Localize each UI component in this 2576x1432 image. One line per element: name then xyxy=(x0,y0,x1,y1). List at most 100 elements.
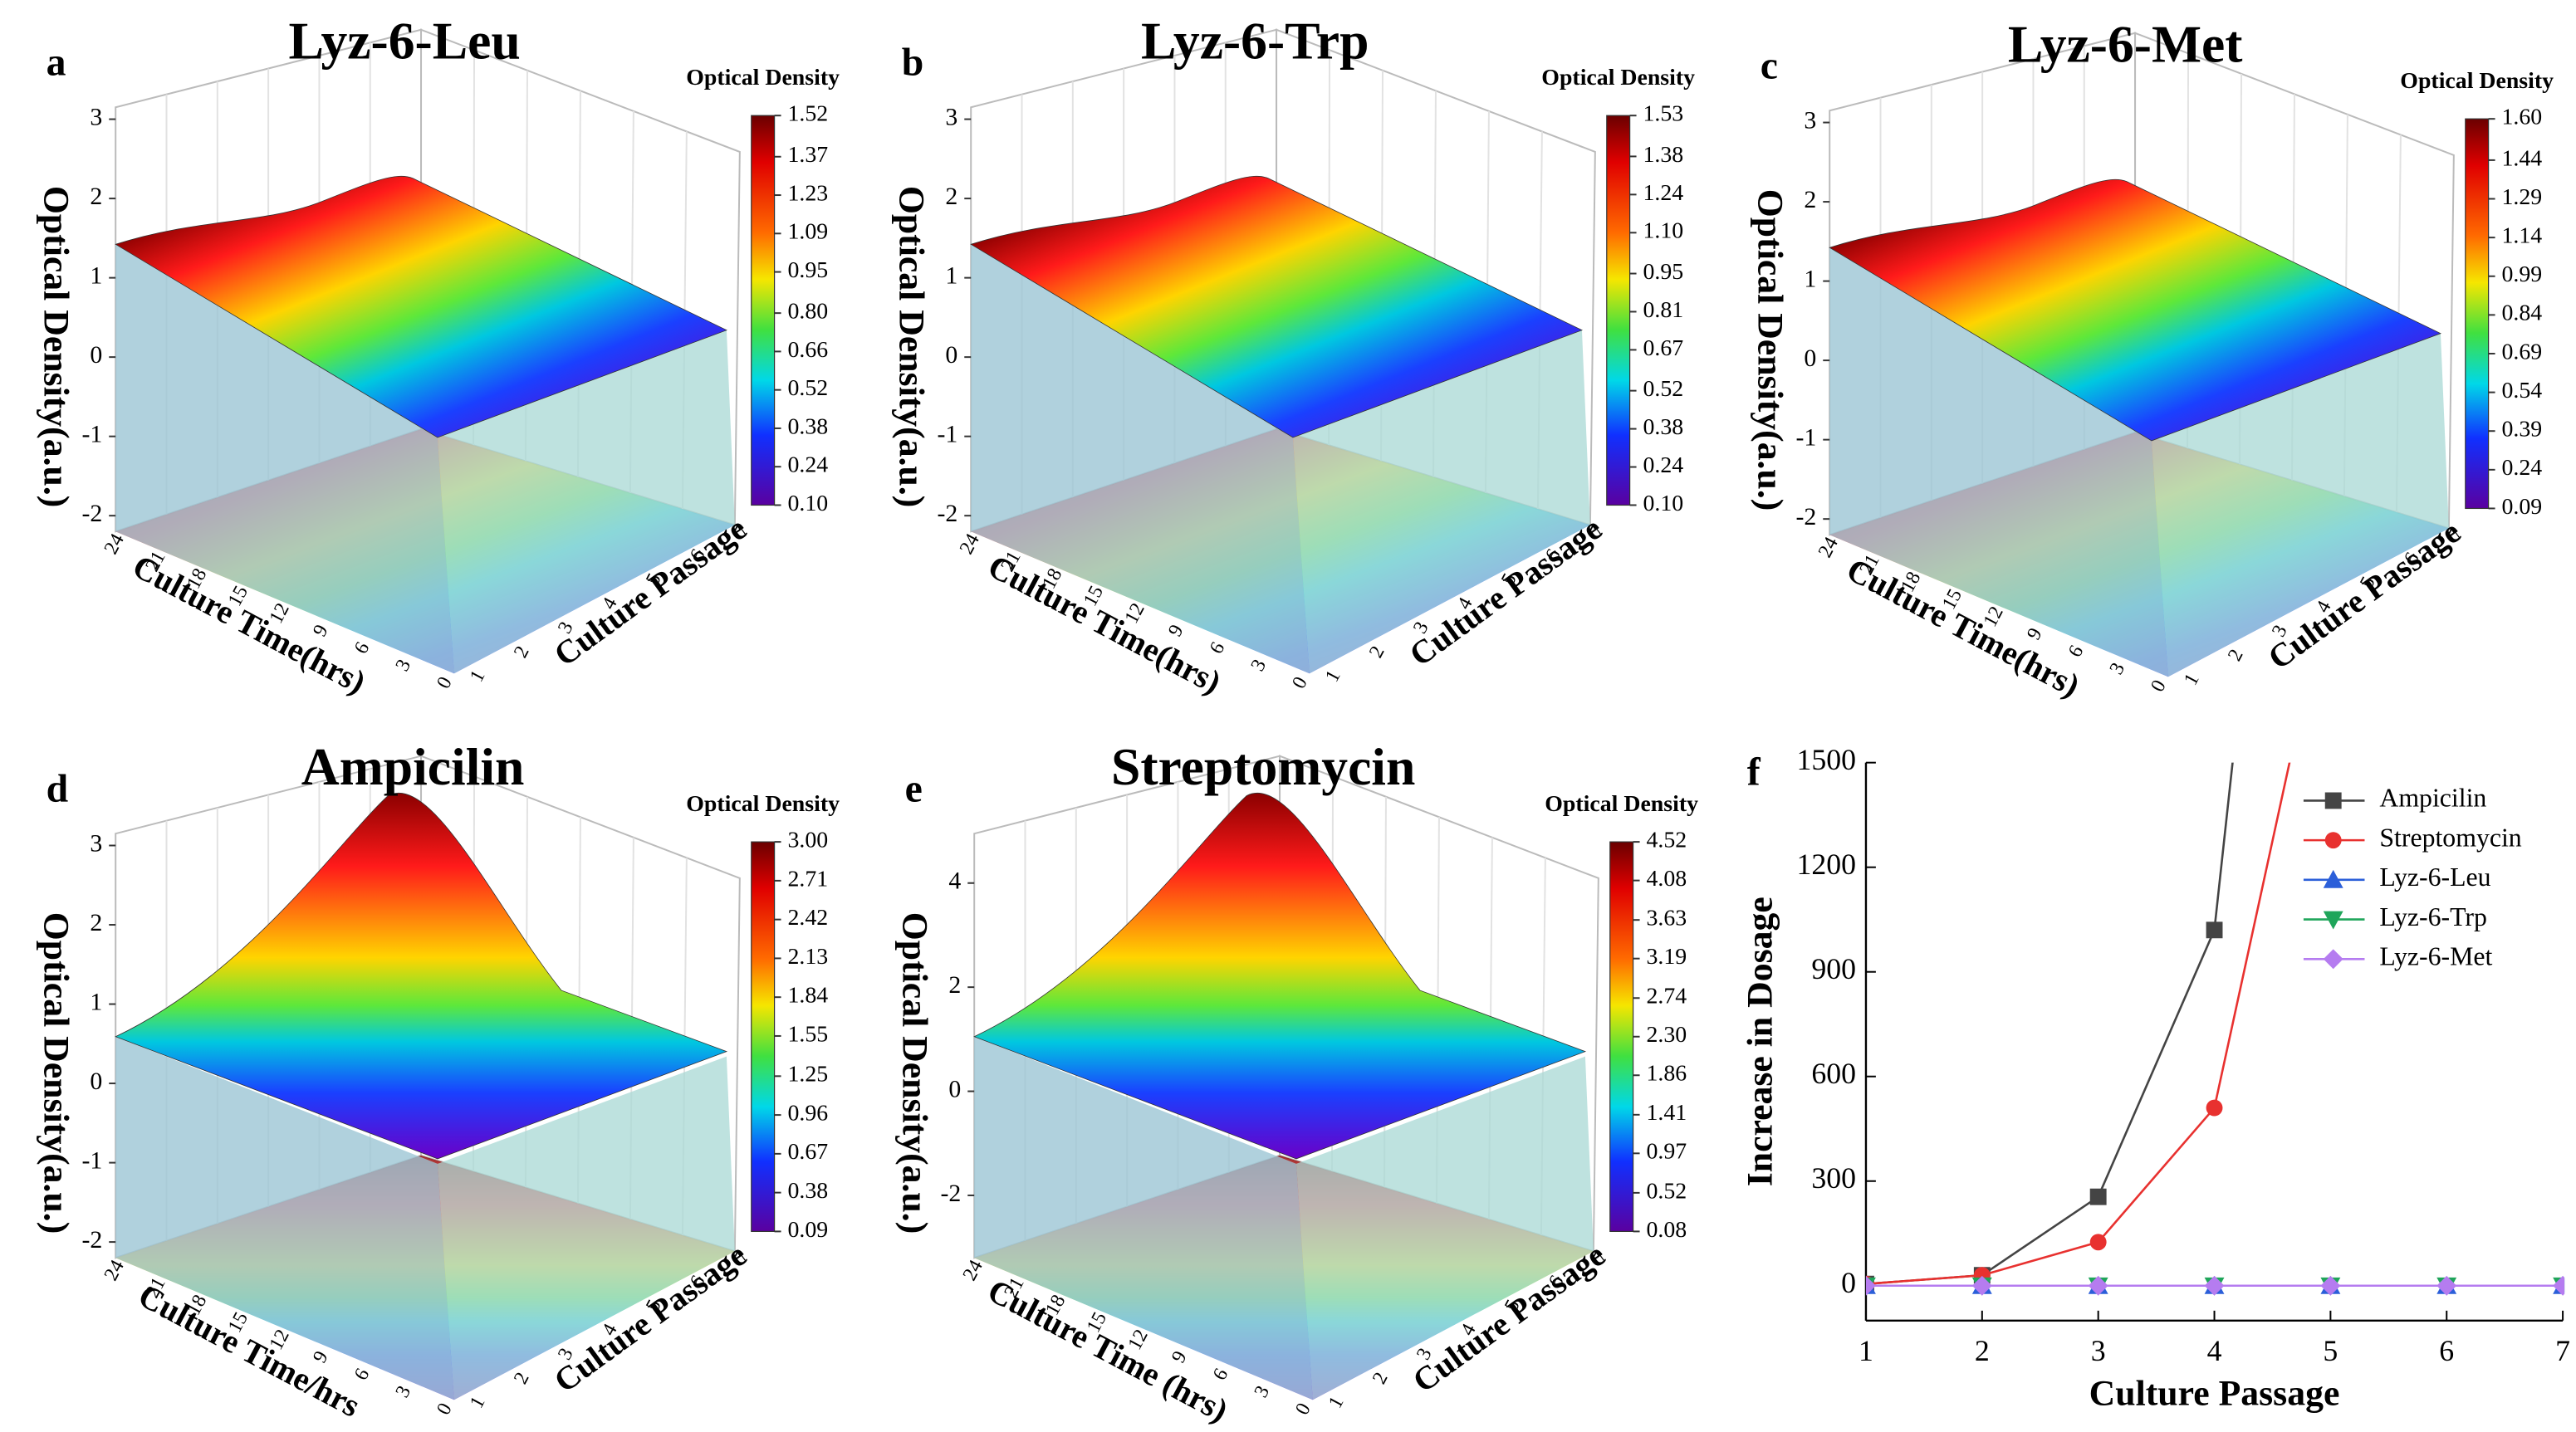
colorbar-tick-label: 0.38 xyxy=(1643,414,1684,440)
colorbar-tick-label: 0.81 xyxy=(1643,297,1684,323)
panel-label: c xyxy=(1761,43,1778,87)
colorbar-tick-label: 1.23 xyxy=(787,180,828,206)
x-tick-label: 6 xyxy=(2439,1334,2454,1367)
z-tick-label: -2 xyxy=(1795,503,1816,530)
marker xyxy=(2206,1099,2223,1117)
z-axis-label: Optical Density(a.u.) xyxy=(895,912,935,1234)
z-tick-label: -2 xyxy=(81,500,102,527)
colorbar-tick-label: 2.30 xyxy=(1646,1022,1687,1048)
colorbar-tick-label: 1.10 xyxy=(1643,218,1684,244)
time-tick-label: 6 xyxy=(350,1365,375,1384)
marker xyxy=(2206,921,2223,939)
side-wall xyxy=(437,1056,735,1400)
colorbar-tick-label: 1.86 xyxy=(1646,1061,1687,1087)
colorbar-tick-label: 0.24 xyxy=(1643,452,1684,478)
legend-label: Lyz-6-Leu xyxy=(2379,863,2490,892)
x-tick-label: 3 xyxy=(2091,1334,2106,1367)
colorbar-tick-label: 0.24 xyxy=(787,452,828,478)
z-axis-label: Optical Density(a.u.) xyxy=(37,186,76,508)
surface-panel: e Streptomycin Optical Density(a.u.) 4 2 0 -2 2… xyxy=(895,737,1699,1429)
x-tick-label: 7 xyxy=(2555,1334,2570,1367)
colorbar-tick-label: 0.66 xyxy=(787,337,828,363)
marker xyxy=(2553,1275,2565,1296)
colorbar-tick-label: 1.52 xyxy=(787,101,828,127)
surface xyxy=(115,793,728,1160)
surface xyxy=(973,793,1587,1160)
marker xyxy=(2323,949,2343,970)
colorbar-tick-label: 0.38 xyxy=(787,413,828,439)
z-axis-label: Optical Density(a.u.) xyxy=(1751,189,1790,511)
z-tick-label: 2 xyxy=(945,183,957,210)
side-wall xyxy=(1295,1056,1594,1400)
time-tick-label: 6 xyxy=(2064,642,2089,661)
marker xyxy=(2089,1188,2107,1205)
colorbar-tick-label: 3.63 xyxy=(1646,906,1687,931)
colorbar-tick-label: 1.09 xyxy=(787,219,828,245)
passage-tick-label: 2 xyxy=(510,643,534,662)
z-tick-label: 0 xyxy=(1804,345,1816,372)
legend-label: Lyz-6-Met xyxy=(2379,942,2492,971)
colorbar-tick-label: 0.54 xyxy=(2502,378,2543,403)
marker xyxy=(2089,1234,2107,1251)
passage-tick-label: 1 xyxy=(466,1393,490,1412)
passage-tick-label: 2 xyxy=(1369,1369,1393,1388)
colorbar xyxy=(751,841,776,1232)
side-wall xyxy=(971,244,1310,674)
time-tick-label: 3 xyxy=(392,656,416,675)
x-tick-label: 1 xyxy=(1859,1334,1873,1367)
time-tick-label: 3 xyxy=(1247,656,1271,675)
side-wall xyxy=(115,244,454,674)
panel-label: a xyxy=(47,40,66,84)
colorbar-tick-label: 0.38 xyxy=(787,1178,828,1204)
colorbar-tick-label: 2.71 xyxy=(787,866,828,892)
colorbar-title: Optical Density xyxy=(686,65,840,90)
z-tick-label: 0 xyxy=(90,1068,102,1095)
surface xyxy=(970,175,1583,438)
panel-label: d xyxy=(47,766,69,810)
time-tick-label: 0 xyxy=(1291,1400,1315,1419)
time-tick-label: 6 xyxy=(350,638,375,657)
x-tick-label: 2 xyxy=(1975,1334,1990,1367)
colorbar xyxy=(2465,118,2490,510)
z-tick-label: 0 xyxy=(945,341,957,369)
passage-tick-label: 2 xyxy=(510,1369,534,1388)
surface xyxy=(1829,178,2441,442)
colorbar-tick-label: 1.24 xyxy=(1643,180,1684,206)
panel-label: e xyxy=(905,766,923,810)
colorbar-tick-label: 1.41 xyxy=(1646,1100,1687,1126)
z-tick-label: 3 xyxy=(90,829,102,857)
z-tick-label: 0 xyxy=(948,1075,961,1102)
z-tick-label: 2 xyxy=(90,909,102,936)
z-tick-label: -1 xyxy=(1795,423,1816,451)
colorbar-tick-label: 1.29 xyxy=(2502,184,2543,210)
z-tick-label: 0 xyxy=(90,341,102,369)
x-axis-label: Culture Passage xyxy=(2089,1373,2340,1413)
panel-title: Streptomycin xyxy=(1111,737,1415,796)
passage-tick-label: 2 xyxy=(1365,643,1389,662)
marker xyxy=(2088,1275,2108,1296)
colorbar-tick-label: 1.44 xyxy=(2502,145,2543,171)
colorbar-tick-label: 0.10 xyxy=(787,491,828,516)
panel-title: Lyz-6-Met xyxy=(2008,14,2243,73)
colorbar-tick-label: 0.08 xyxy=(1646,1217,1687,1243)
colorbar-tick-label: 0.10 xyxy=(1643,491,1684,516)
colorbar-tick-label: 2.13 xyxy=(787,944,828,970)
plot-area xyxy=(1865,762,2565,1296)
colorbar-tick-label: 0.95 xyxy=(1643,259,1684,285)
colorbar-tick-label: 0.96 xyxy=(787,1100,828,1126)
z-tick-label: -1 xyxy=(81,421,102,448)
z-tick-label: -2 xyxy=(81,1226,102,1254)
z-tick-label: 3 xyxy=(1804,106,1816,134)
colorbar-title: Optical Density xyxy=(2400,68,2554,94)
colorbar-tick-label: 0.69 xyxy=(2502,339,2543,364)
marker xyxy=(2324,792,2342,809)
panel-label: b xyxy=(902,40,924,84)
colorbar-tick-label: 0.84 xyxy=(2502,301,2543,326)
colorbar-tick-label: 0.97 xyxy=(1646,1139,1687,1165)
z-tick-label: -2 xyxy=(940,1180,961,1207)
z-axis-label: Optical Density(a.u.) xyxy=(37,912,76,1234)
